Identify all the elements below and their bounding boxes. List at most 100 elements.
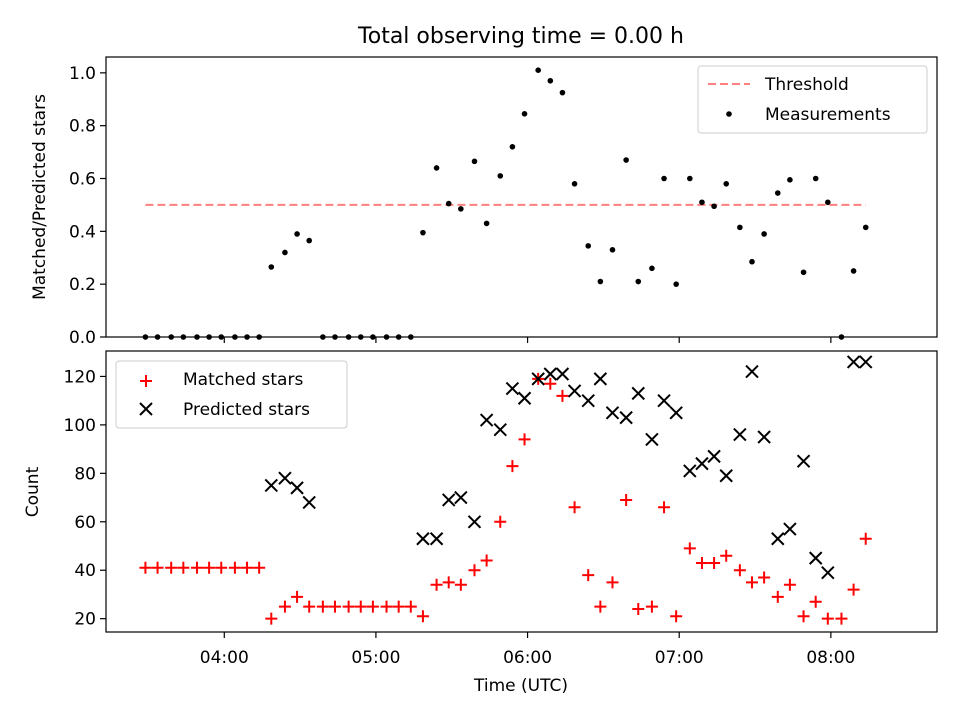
matched-stars-point xyxy=(620,493,633,506)
predicted-stars-point xyxy=(619,410,633,425)
measurement-point xyxy=(458,206,464,212)
measurement-point xyxy=(306,237,313,244)
matched-stars-point xyxy=(253,561,266,574)
top-legend: Threshold Measurements xyxy=(697,65,928,134)
top-axes-frame xyxy=(105,56,938,338)
matched-stars-point xyxy=(745,576,758,589)
matched-stars-point xyxy=(190,561,203,574)
predicted-stars-point xyxy=(302,495,316,510)
matched-stars-point xyxy=(328,600,341,613)
matched-stars-point xyxy=(594,600,607,613)
predicted-stars-point xyxy=(645,432,659,447)
top-legend-box xyxy=(697,65,928,134)
bottom-xtick-label: 07:00 xyxy=(655,648,704,668)
measurement-point xyxy=(559,89,566,96)
matched-stars-point xyxy=(203,561,216,574)
matched-stars-point xyxy=(430,578,443,591)
matched-stars-point xyxy=(783,578,796,591)
matched-stars-point xyxy=(720,549,733,562)
matched-stars-point xyxy=(771,590,784,603)
measurement-point xyxy=(649,265,655,272)
matched-stars-point xyxy=(658,501,671,514)
top-plot-area: 0.0 0.2 0.4 0.6 0.8 1.0 xyxy=(69,64,869,348)
bottom-panel-ylabel: Count xyxy=(23,466,43,517)
matched-stars-point xyxy=(733,564,746,577)
top-panel-ylabel: Matched/Predicted stars xyxy=(30,94,50,300)
predicted-stars-point xyxy=(442,493,456,507)
predicted-stars-point xyxy=(631,386,645,401)
bottom-ytick-label: 20 xyxy=(74,610,96,630)
matched-stars-point xyxy=(632,602,645,615)
predicted-stars-point xyxy=(821,565,835,580)
matched-stars-point xyxy=(670,610,683,623)
predicted-stars-point xyxy=(846,355,861,369)
matched-stars-point xyxy=(859,532,872,545)
predicted-stars-point xyxy=(707,449,721,464)
matched-stars-point xyxy=(544,377,557,390)
predicted-stars-point xyxy=(517,391,532,405)
predicted-stars-point xyxy=(567,384,582,398)
matched-stars-point xyxy=(494,515,507,528)
measurement-point xyxy=(509,144,516,150)
predicted-stars-point xyxy=(531,372,545,386)
predicted-stars-point xyxy=(796,454,811,468)
measurement-point xyxy=(812,175,819,182)
predicted-stars-point xyxy=(669,406,683,420)
matched-stars-point xyxy=(835,612,848,625)
matched-stars-point xyxy=(582,569,595,582)
matched-stars-point xyxy=(265,612,278,625)
predicted-stars-point xyxy=(555,367,570,381)
top-ytick-label: 0.0 xyxy=(69,328,96,348)
bottom-panel: Count Time (UTC) 20 40 60 80 100 120 04:00 05:0… xyxy=(23,350,938,696)
predicted-stars-point xyxy=(505,381,520,396)
bottom-ytick-label: 100 xyxy=(64,416,96,436)
matched-stars-point xyxy=(316,600,329,613)
matched-stars-point xyxy=(695,556,708,569)
predicted-stars-point xyxy=(605,406,620,420)
predicted-stars-point xyxy=(493,423,507,437)
predicted-stars-point xyxy=(290,481,304,495)
measurement-point xyxy=(774,190,781,196)
legend-measurements-label: Measurements xyxy=(765,105,891,125)
bottom-panel-xlabel: Time (UTC) xyxy=(473,676,568,696)
matched-stars-point xyxy=(241,561,254,574)
matched-stars-point xyxy=(278,600,291,613)
matched-stars-point xyxy=(468,564,481,577)
measurement-point xyxy=(635,278,642,285)
measurement-point xyxy=(661,175,667,182)
legend-predicted-label: Predicted stars xyxy=(183,400,310,420)
matched-stars-point xyxy=(442,576,455,589)
legend-matched-label: Matched stars xyxy=(183,370,303,390)
matched-stars-point xyxy=(215,561,228,574)
matched-stars-point xyxy=(606,576,619,589)
measurement-point xyxy=(787,177,793,183)
top-ytick-label: 0.6 xyxy=(69,170,96,190)
top-ytick-label: 0.2 xyxy=(69,275,96,295)
matched-stars-point xyxy=(454,578,467,591)
measurement-point xyxy=(850,268,857,274)
measurement-point xyxy=(597,278,604,285)
measurement-point xyxy=(294,231,300,237)
measurement-point xyxy=(571,180,578,187)
bottom-legend: Matched stars Predicted stars xyxy=(115,360,348,429)
measurement-point xyxy=(687,175,693,182)
measurement-point xyxy=(471,158,478,165)
matched-stars-point xyxy=(392,600,405,613)
matched-stars-point xyxy=(568,501,581,514)
measurement-point xyxy=(483,220,490,227)
bottom-legend-box xyxy=(115,360,348,429)
top-ytick-label: 0.8 xyxy=(69,117,96,137)
bottom-ytick-label: 80 xyxy=(74,464,96,484)
legend-measurements-swatch xyxy=(726,111,732,117)
predicted-stars-point xyxy=(454,490,468,505)
predicted-stars-point xyxy=(416,532,430,546)
predicted-stars-point xyxy=(783,522,797,536)
predicted-stars-point xyxy=(467,515,482,529)
legend-threshold-label: Threshold xyxy=(764,75,849,95)
matched-stars-point xyxy=(354,600,367,613)
predicted-stars-point xyxy=(581,393,595,408)
matched-stars-point xyxy=(366,600,379,613)
top-ytick-label: 1.0 xyxy=(69,64,96,84)
matched-stars-point xyxy=(645,600,658,613)
predicted-stars-point xyxy=(479,413,494,427)
